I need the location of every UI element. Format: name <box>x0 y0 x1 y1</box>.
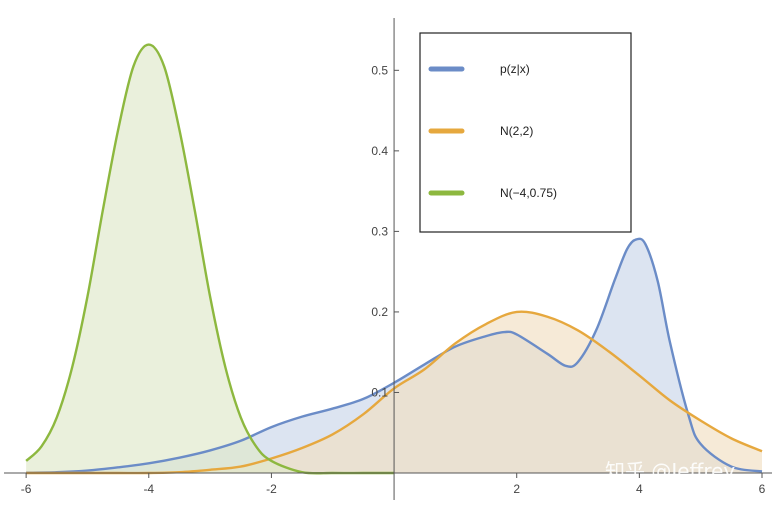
x-tick-label: 4 <box>636 482 643 496</box>
x-tick-label: -6 <box>21 482 32 496</box>
y-tick-label: 0.2 <box>371 305 388 319</box>
tick-layer: -6 -4 -2 2 4 6 0.1 0.2 0.3 0.4 0.5 <box>21 63 766 496</box>
series-line-0 <box>26 237 763 474</box>
watermark: 知乎 @Jeffrey <box>605 459 735 483</box>
y-tick-label: 0.1 <box>371 385 388 399</box>
legend-label: N(2,2) <box>500 124 533 138</box>
y-tick-label: 0.5 <box>371 63 388 77</box>
x-tick-label: -4 <box>143 482 154 496</box>
axes <box>4 18 772 500</box>
series-line-2 <box>25 43 395 475</box>
legend-label: p(z|x) <box>500 62 530 76</box>
x-tick-label: -2 <box>266 482 277 496</box>
legend-label: N(−4,0.75) <box>500 186 557 200</box>
series-area-2 <box>26 44 395 474</box>
x-tick-label: 2 <box>513 482 520 496</box>
y-tick-label: 0.3 <box>371 224 388 238</box>
legend: p(z|x) N(2,2) N(−4,0.75) <box>419 32 632 233</box>
y-tick-label: 0.4 <box>371 144 388 158</box>
x-tick-label: 6 <box>759 482 766 496</box>
